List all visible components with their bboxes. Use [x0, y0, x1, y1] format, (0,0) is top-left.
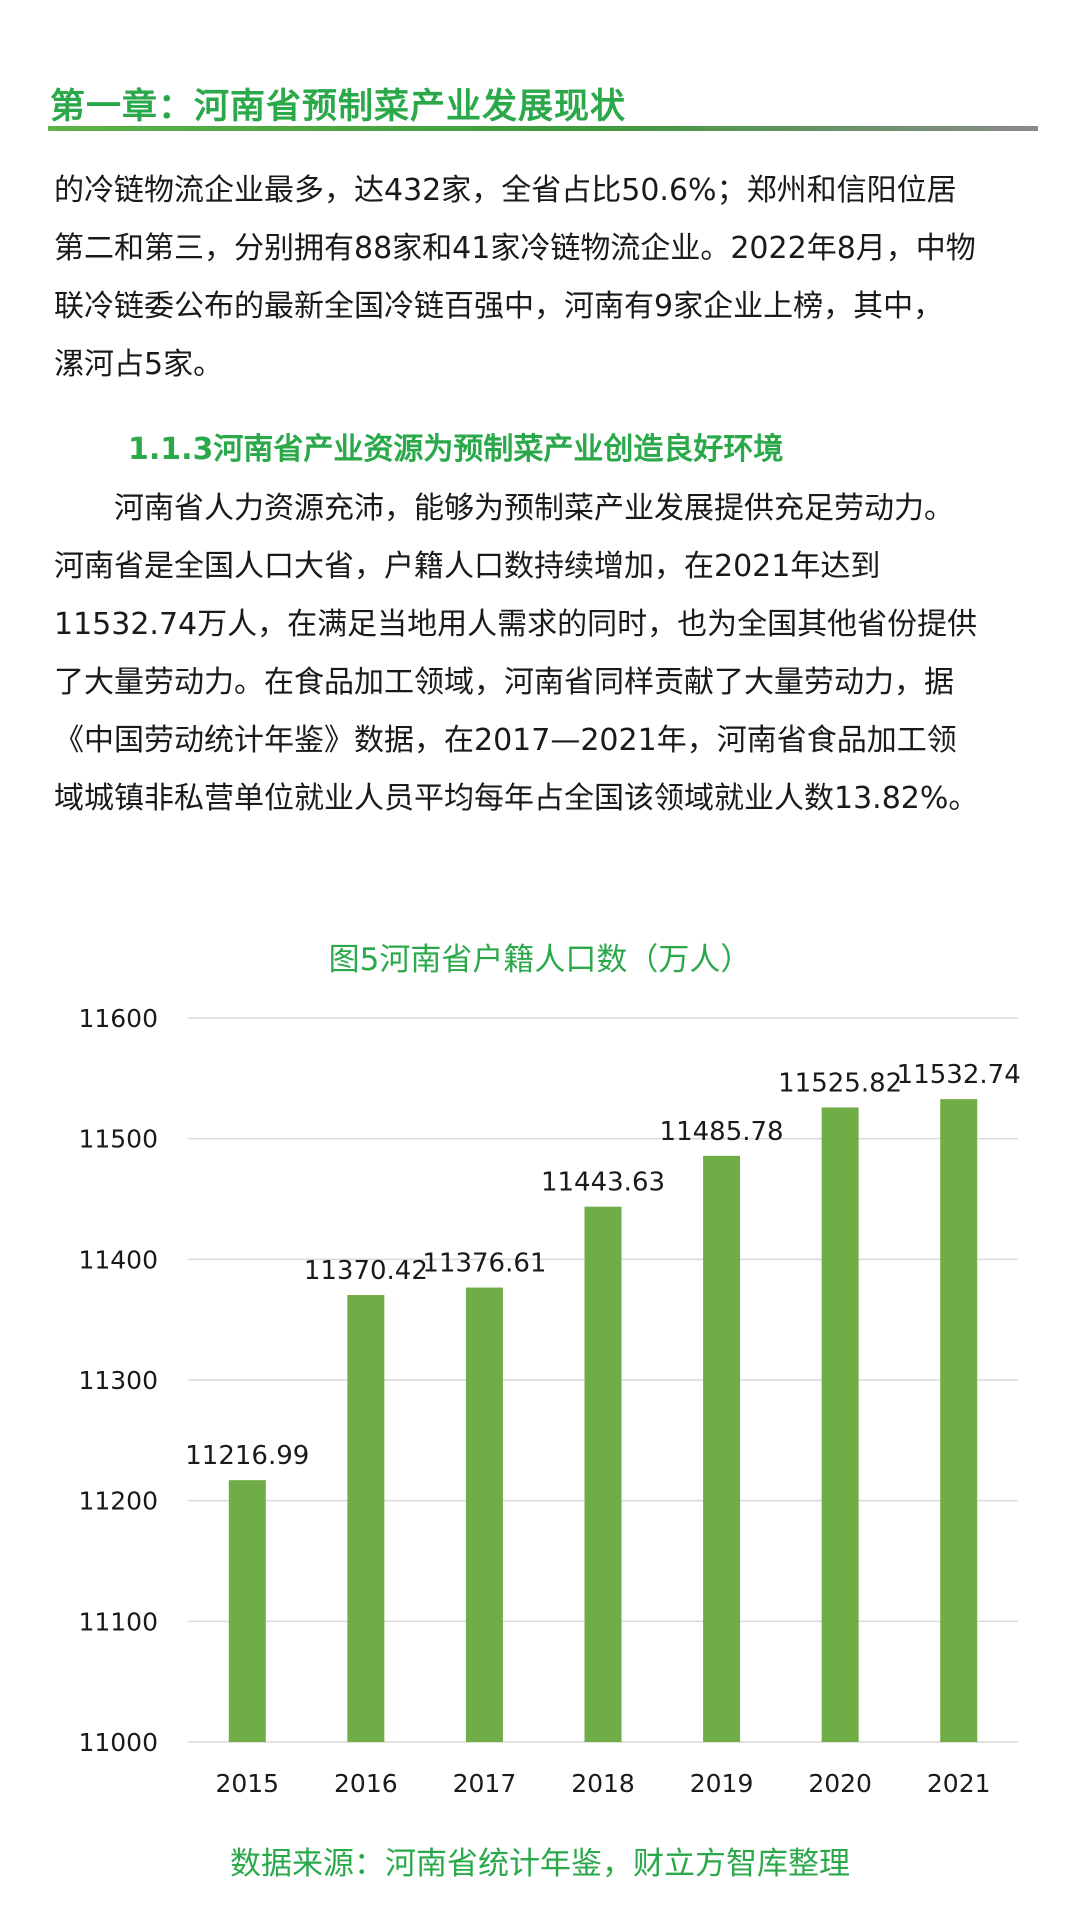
chart-bars: [228, 1099, 978, 1742]
data-label-2020: 11525.82: [778, 1069, 902, 1099]
paragraph-line: 《中国劳动统计年鉴》数据，在2017—2021年，河南省食品加工领: [54, 723, 957, 758]
paragraph-line: 联冷链委公布的最新全国冷链百强中，河南有9家企业上榜，其中，: [54, 289, 944, 324]
data-label-2016: 11370.42: [304, 1256, 428, 1286]
bar-2021: [940, 1099, 978, 1742]
y-tick-label: 11300: [78, 1366, 158, 1395]
chart-title: 图5河南省户籍人口数（万人）: [328, 942, 752, 978]
data-label-2019: 11485.78: [660, 1117, 784, 1147]
bar-2016: [347, 1295, 385, 1742]
data-source: 数据来源：河南省统计年鉴，财立方智库整理: [230, 1846, 850, 1882]
x-tick-label-2019: 2019: [690, 1769, 754, 1798]
data-label-2015: 11216.99: [185, 1441, 309, 1471]
x-tick-label-2020: 2020: [808, 1769, 872, 1798]
population-bar-chart: 11000 11100 11200 11300 11400 11500 11600 11216…: [78, 1004, 1020, 1798]
chapter-divider: [48, 126, 1038, 131]
x-tick-label-2021: 2021: [927, 1769, 991, 1798]
paragraph-line: 河南省是全国人口大省，户籍人口数持续增加，在2021年达到: [54, 549, 881, 584]
bar-2019: [703, 1155, 741, 1742]
x-tick-label-2017: 2017: [453, 1769, 517, 1798]
paragraph-line: 11532.74万人，在满足当地用人需求的同时，也为全国其他省份提供: [54, 607, 978, 642]
chart-labels: 11000 11100 11200 11300 11400 11500 11600 11216…: [78, 1004, 1020, 1798]
section-heading: 1.1.3河南省产业资源为预制菜产业创造良好环境: [128, 432, 784, 467]
bar-2015: [228, 1480, 266, 1742]
bar-2018: [584, 1206, 622, 1742]
y-tick-label: 11500: [78, 1125, 158, 1154]
bar-2017: [465, 1287, 503, 1742]
data-label-2018: 11443.63: [541, 1168, 665, 1198]
y-tick-label: 11100: [78, 1607, 158, 1636]
x-tick-label-2015: 2015: [215, 1769, 279, 1798]
bar-2020: [821, 1107, 859, 1742]
y-tick-label: 11400: [78, 1245, 158, 1274]
data-label-2021: 11532.74: [897, 1060, 1021, 1090]
x-tick-label-2016: 2016: [334, 1769, 398, 1798]
y-tick-label: 11000: [78, 1728, 158, 1757]
x-tick-label-2018: 2018: [571, 1769, 635, 1798]
y-tick-label: 11600: [78, 1004, 158, 1033]
paragraph-line: 了大量劳动力。在食品加工领域，河南省同样贡献了大量劳动力，据: [54, 665, 954, 700]
chapter-title: 第一章：河南省预制菜产业发展现状: [50, 87, 627, 127]
paragraph-cold-chain: 的冷链物流企业最多，达432家，全省占比50.6%；郑州和信阳位居 第二和第三，…: [54, 162, 1044, 394]
y-tick-label: 11200: [78, 1487, 158, 1516]
data-label-2017: 11376.61: [422, 1249, 546, 1279]
paragraph-human-resources: 河南省人力资源充沛，能够为预制菜产业发展提供充足劳动力。 河南省是全国人口大省，…: [54, 480, 1044, 828]
paragraph-line: 漯河占5家。: [54, 347, 224, 382]
paragraph-line: 的冷链物流企业最多，达432家，全省占比50.6%；郑州和信阳位居: [54, 173, 957, 208]
paragraph-line: 河南省人力资源充沛，能够为预制菜产业发展提供充足劳动力。: [54, 491, 954, 526]
paragraph-line: 第二和第三，分别拥有88家和41家冷链物流企业。2022年8月，中物: [54, 231, 976, 266]
paragraph-line: 域城镇非私营单位就业人员平均每年占全国该领域就业人数13.82%。: [54, 781, 979, 816]
